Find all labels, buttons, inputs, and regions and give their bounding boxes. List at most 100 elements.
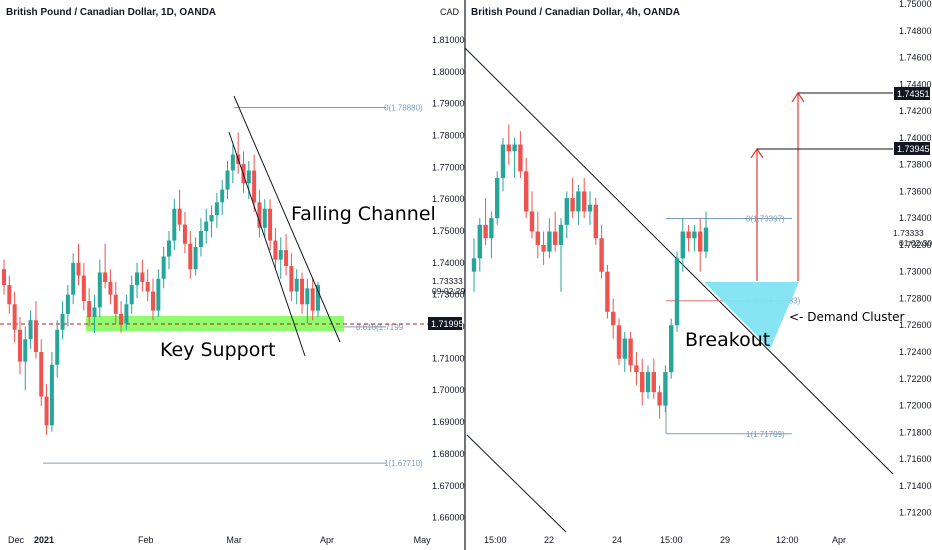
right-y-tick: 1.74600 (899, 53, 932, 63)
right-y-tick: 1.72800 (899, 293, 932, 303)
left-y-tick: 1.67000 (432, 481, 465, 491)
left-candle-body (156, 278, 161, 311)
right-candle-body (535, 231, 540, 245)
left-candle-body (193, 246, 198, 270)
right-y-tick: 1.74800 (899, 26, 932, 36)
right-candle-body (599, 238, 604, 272)
right-candle-body (651, 372, 656, 393)
left-y-tick: 1.74000 (432, 258, 465, 268)
left-x-axis: Dec 2021 Feb Mar Apr May (8, 535, 431, 545)
right-candle-body (674, 258, 680, 326)
left-x-tick: Dec (8, 535, 25, 545)
right-candle-body (576, 191, 581, 212)
right-candle-body (529, 211, 535, 232)
left-fib-label: 0.618(1.7199 (356, 323, 404, 332)
left-candle-body (161, 256, 166, 279)
left-candle-body (252, 170, 257, 203)
left-candle-body (87, 301, 92, 317)
left-candle-body (135, 272, 140, 286)
left-candle-body (12, 304, 17, 330)
left-panel: British Pound / Canadian Dollar, 1D, OAN… (0, 7, 465, 545)
left-y-tick: 1.69000 (432, 417, 465, 427)
left-y-tick: 1.80000 (432, 67, 465, 77)
left-y-tick: 1.68000 (432, 449, 465, 459)
left-candle-body (113, 294, 118, 314)
channel-lower-line (228, 131, 306, 357)
right-candle-body (471, 258, 477, 272)
left-fib-levels: 0(1.78880) 0.618(1.7199 1(1.67710) (43, 103, 423, 468)
target-label-2: 1.73945 (897, 144, 930, 154)
right-candle-body (686, 231, 691, 239)
right-y-tick: 1.71600 (899, 454, 932, 464)
left-candle-body (316, 285, 320, 311)
right-x-axis: 15:00 22 24 15:00 29 12:00 Apr (484, 535, 846, 545)
right-candle-body (669, 325, 674, 373)
left-candle-body (103, 272, 108, 282)
right-candle-body (634, 365, 639, 373)
left-y-tick: 1.78000 (432, 130, 465, 140)
breakout-label: Breakout (685, 329, 770, 351)
right-title: British Pound / Canadian Dollar, 4h, OAN… (471, 7, 680, 18)
left-candle-body (71, 262, 76, 295)
key-support-zone (86, 316, 344, 331)
left-candle-body (39, 352, 44, 397)
right-candle-body (663, 372, 668, 406)
left-y-tick: 1.70000 (432, 385, 465, 395)
left-candle-body (225, 170, 230, 190)
left-candle-body (230, 154, 235, 171)
left-candle-body (44, 396, 49, 426)
left-countdown-label: 09:02:29 (432, 286, 465, 296)
right-candle-body (553, 231, 558, 245)
target-label-1: 1.74351 (897, 89, 930, 99)
right-candle-body (558, 224, 564, 245)
trendline-lower (466, 434, 567, 533)
channel-upper-line (233, 95, 341, 343)
right-candle-body (593, 204, 598, 239)
right-candle-body (564, 198, 569, 225)
right-candles (471, 124, 709, 419)
left-candle-body (92, 307, 97, 317)
right-y-tick: 1.74200 (899, 106, 932, 116)
right-x-tick: 15:00 (484, 535, 507, 545)
left-candle-body (81, 275, 86, 302)
right-countdown-label: 01:02:30 (899, 238, 932, 248)
right-y-tick: 1.73800 (899, 160, 932, 170)
left-fib-label: 1(1.67710) (384, 459, 423, 468)
left-candle-body (119, 313, 124, 324)
left-candle-body (124, 304, 129, 324)
left-fib-label: 0(1.78880) (384, 103, 423, 112)
left-support-price-tag (428, 317, 462, 330)
right-candle-body (605, 271, 610, 312)
left-candle-body (305, 288, 310, 305)
right-candle-body (703, 227, 709, 252)
right-x-tick: 22 (544, 535, 554, 545)
right-y-tick: 1.74000 (899, 133, 932, 143)
left-y-tick: 1.77000 (432, 162, 465, 172)
left-candle-body (33, 320, 38, 353)
right-y-tick: 1.71800 (899, 427, 932, 437)
right-candle-body (541, 244, 546, 252)
right-candle-body (506, 144, 511, 152)
right-candle-body (692, 231, 697, 239)
left-candle-body (23, 339, 28, 362)
left-candle-body (182, 224, 187, 244)
left-candle-body (49, 364, 54, 426)
right-candle-body (489, 218, 494, 239)
right-candle-body (500, 144, 506, 178)
left-candle-body (204, 221, 209, 232)
key-support-label: Key Support (160, 339, 276, 361)
left-candle-body (273, 240, 278, 260)
right-y-tick: 1.71200 (899, 508, 932, 518)
right-candle-body (524, 171, 529, 212)
right-candle-body (477, 224, 482, 259)
right-y-tick: 1.72000 (899, 401, 932, 411)
right-x-tick: 15:00 (660, 535, 683, 545)
right-fib-label: 1(1.71789) (746, 430, 785, 439)
left-candle-body (65, 294, 70, 314)
right-y-top-partial: 1.75000 (899, 0, 932, 9)
left-candle-body (294, 278, 299, 292)
right-candle-body (628, 338, 633, 366)
right-candle-body (518, 144, 523, 172)
left-candle-body (108, 281, 113, 295)
left-candle-body (278, 250, 283, 260)
